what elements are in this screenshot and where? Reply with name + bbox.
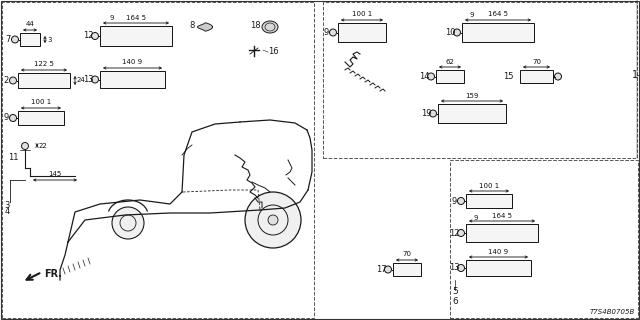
Bar [2,2,314,318]
Text: 100 1: 100 1 [479,182,499,188]
Bar [450,160,638,318]
Text: 14: 14 [419,72,429,81]
Text: 9: 9 [109,15,115,21]
Bar [462,23,534,42]
Polygon shape [198,23,212,31]
Text: T7S4B0705B: T7S4B0705B [589,309,635,315]
Text: 9: 9 [3,114,8,123]
Text: 62: 62 [445,59,454,65]
Text: 159: 159 [465,92,479,99]
Bar [393,263,421,276]
Circle shape [92,76,99,83]
Text: 11: 11 [8,154,19,163]
Circle shape [554,73,561,80]
Text: 6: 6 [452,298,458,307]
Text: 18: 18 [250,21,260,30]
Text: 13: 13 [449,263,460,273]
Circle shape [268,215,278,225]
Circle shape [458,197,465,204]
Bar [466,260,531,276]
Text: 100 1: 100 1 [352,12,372,18]
Text: 140 9: 140 9 [488,249,509,254]
Text: 8: 8 [189,20,195,29]
Text: 9: 9 [470,12,474,18]
Text: 145: 145 [49,172,61,178]
Bar [20,33,40,46]
Text: 100 1: 100 1 [31,100,51,106]
Circle shape [10,77,17,84]
Circle shape [245,192,301,248]
Text: 15: 15 [503,72,513,81]
Text: 16: 16 [268,47,278,57]
Text: 164 5: 164 5 [488,12,508,18]
Bar [520,70,553,83]
Bar [18,73,70,88]
Text: 10: 10 [445,28,455,37]
Text: 70: 70 [403,252,412,258]
Text: 13: 13 [83,75,93,84]
Text: 24: 24 [77,77,86,84]
Bar [323,2,637,158]
Circle shape [22,142,29,149]
Text: 12: 12 [83,31,93,41]
Bar [100,26,172,46]
Bar [466,194,512,208]
Circle shape [454,29,461,36]
Text: 3: 3 [47,36,51,43]
Text: 3: 3 [4,201,10,210]
Text: 9: 9 [451,196,456,205]
Circle shape [458,229,465,236]
Text: 19: 19 [420,109,431,118]
Bar [18,111,64,125]
Circle shape [92,33,99,39]
Text: 44: 44 [26,21,35,28]
Text: 22: 22 [39,142,48,148]
Text: FR.: FR. [44,269,62,279]
Text: 140 9: 140 9 [122,60,143,66]
Ellipse shape [262,21,278,33]
Text: 9: 9 [474,215,478,221]
Circle shape [429,110,436,117]
Text: 17: 17 [376,265,387,274]
Circle shape [10,115,17,122]
Bar [436,70,464,83]
Circle shape [112,207,144,239]
Text: 9: 9 [323,28,328,37]
Text: 5: 5 [452,287,458,297]
Bar [100,71,165,88]
Text: 4: 4 [4,207,10,217]
Bar [438,104,506,123]
Text: 70: 70 [532,59,541,65]
Text: 12: 12 [449,228,460,237]
Text: 122 5: 122 5 [34,61,54,68]
Circle shape [12,36,19,43]
Circle shape [385,266,392,273]
Bar [338,23,386,42]
Circle shape [330,29,337,36]
Text: 164 5: 164 5 [126,14,146,20]
Circle shape [458,265,465,271]
Circle shape [428,73,435,80]
Text: 164 5: 164 5 [492,212,512,219]
Bar [466,224,538,242]
Text: 2: 2 [3,76,8,85]
Text: 1: 1 [632,70,638,80]
Text: 7: 7 [5,35,11,44]
